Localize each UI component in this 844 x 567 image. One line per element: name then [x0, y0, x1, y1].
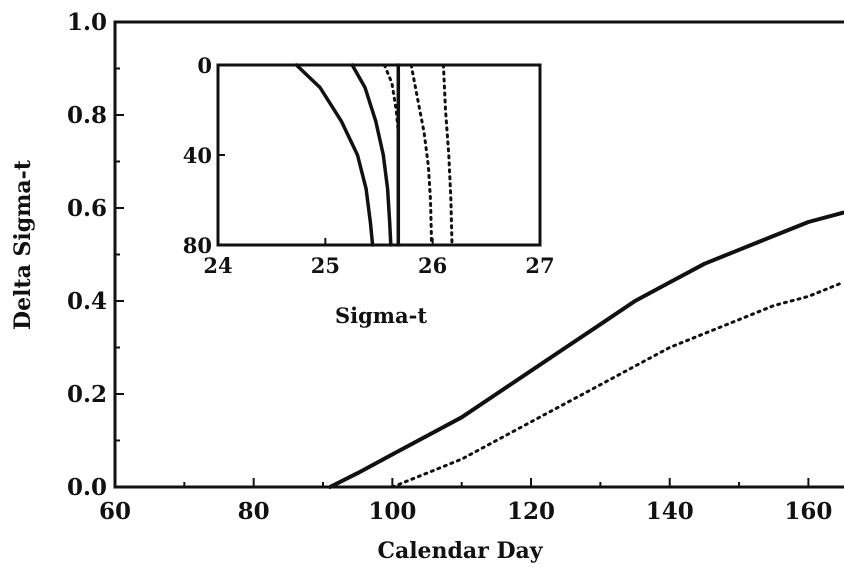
main-plot: 60 80 100 120 140 160 0.0 0.2 0.4 0.6 0.8 1.0 Calen… [10, 9, 844, 564]
inset-series-line-0 [294, 63, 375, 247]
inset-x-axis-title: Sigma-t [335, 303, 427, 328]
y-tick-label: 0.0 [67, 474, 107, 501]
inset-series-line-4 [409, 63, 434, 247]
y-tick-label: 0.6 [67, 195, 107, 222]
x-tick-label: 120 [507, 498, 555, 525]
main-marks: 60 80 100 120 140 160 0.0 0.2 0.4 0.6 0.8 1.0 [67, 9, 844, 525]
inset-x-tick-label: 26 [418, 253, 447, 278]
inset-y-tick-label: 0 [197, 53, 212, 78]
y-tick-label: 0.2 [67, 381, 107, 408]
inset-plot-background [218, 65, 540, 245]
inset-x-tick-label: 27 [525, 253, 554, 278]
inset-x-tick-label: 24 [203, 253, 232, 278]
x-tick-label: 80 [238, 498, 270, 525]
inset-series-line-5 [441, 63, 454, 247]
main-x-axis-title: Calendar Day [377, 538, 543, 564]
x-tick-label: 160 [784, 498, 832, 525]
x-tick-label: 60 [99, 498, 131, 525]
inset-plot: 24 25 26 27 0 40 80 Sigma-t [183, 53, 555, 328]
inset-series-line-3 [382, 63, 400, 134]
y-tick-label: 1.0 [67, 9, 107, 36]
inset-series-line-1 [350, 63, 393, 247]
main-y-axis-title: Delta Sigma-t [10, 159, 36, 330]
series-line-0 [328, 210, 844, 489]
y-tick-label: 0.4 [67, 288, 107, 315]
inset-marks: 24 25 26 27 0 40 80 [183, 53, 555, 278]
inset-y-tick-label: 40 [183, 143, 212, 168]
inset-y-tick-label: 80 [183, 233, 212, 258]
y-tick-label: 0.8 [67, 102, 107, 129]
x-tick-label: 100 [368, 498, 416, 525]
series-line-1 [390, 280, 844, 489]
inset-x-tick-label: 25 [311, 253, 340, 278]
x-tick-label: 140 [646, 498, 694, 525]
